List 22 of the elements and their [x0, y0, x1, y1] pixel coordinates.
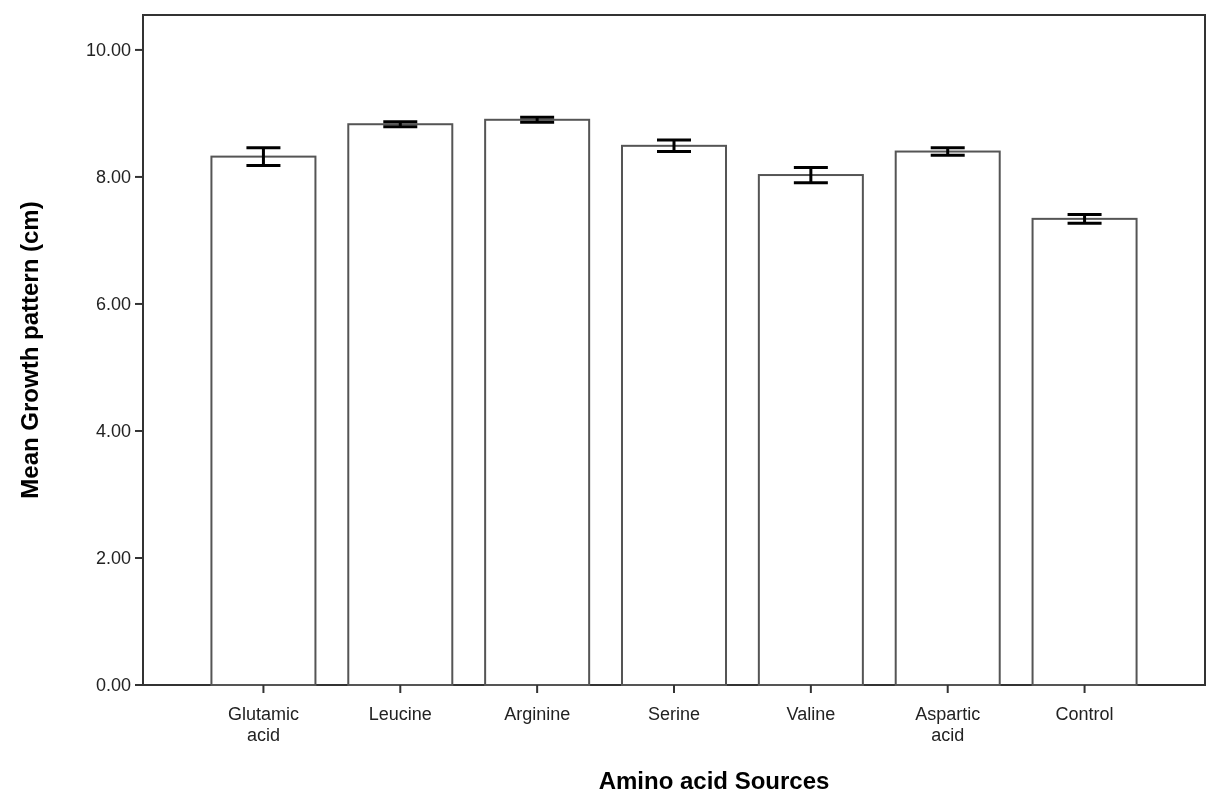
x-tick-label: Leucine: [368, 704, 432, 724]
y-tick-label: 2.00: [95, 548, 131, 569]
x-tick-label: Glutamic acid: [227, 704, 299, 745]
y-tick-label: 10.00: [85, 40, 131, 61]
bar: [1031, 217, 1138, 686]
x-tick-label: Arginine: [504, 704, 571, 724]
bar: [210, 155, 317, 686]
y-tick-label: 0.00: [95, 675, 131, 696]
bar: [894, 150, 1001, 686]
bar: [347, 123, 454, 686]
y-tick-label: 4.00: [95, 421, 131, 442]
x-tick-label: Control: [1055, 704, 1114, 724]
x-tick-label: Valine: [786, 704, 836, 724]
bar: [757, 174, 864, 686]
bar: [484, 118, 591, 686]
bar: [621, 144, 728, 686]
x-tick-label: Serine: [647, 704, 701, 724]
x-tick-label: Aspartic acid: [915, 704, 981, 745]
x-axis-title: Amino acid Sources: [598, 767, 830, 794]
y-tick-label: 8.00: [95, 167, 131, 188]
y-tick-label: 6.00: [95, 294, 131, 315]
y-axis-title: Mean Growth pattern (cm): [16, 201, 43, 499]
